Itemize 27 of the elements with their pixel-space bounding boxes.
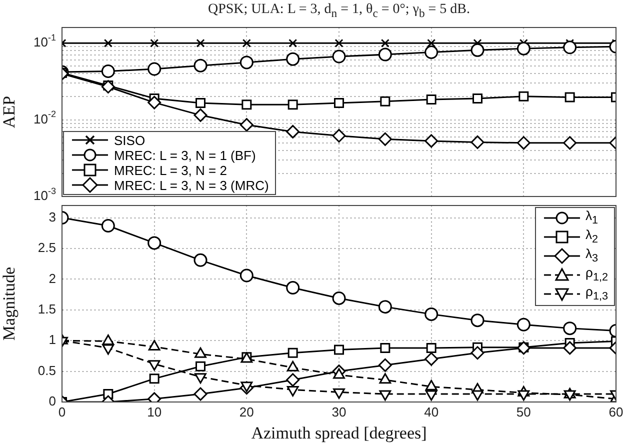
legend-label: MREC: L = 3, N = 2 bbox=[114, 162, 227, 178]
x-tick-label: 40 bbox=[424, 404, 439, 420]
x-axis-title: Azimuth spread [degrees] bbox=[251, 423, 427, 442]
chart-title: QPSK; ULA: L = 3, d$_{n}$ = 1, θ$_{c}$ = 0°; γ$_{b}$ = 5 dB. bbox=[206, 2, 472, 20]
legend-label: SISO bbox=[114, 132, 146, 148]
y-tick-label: 0 bbox=[48, 394, 56, 409]
x-tick-label: 30 bbox=[332, 404, 346, 420]
legend-label: λ$_{2}$ bbox=[586, 226, 598, 248]
y-tick-label: 3 bbox=[48, 209, 56, 224]
y-tick-label: 1.5 bbox=[38, 301, 56, 316]
y-tick-label: 2 bbox=[48, 270, 56, 286]
legend-label: λ$_{1}$ bbox=[586, 208, 598, 228]
legend-label: MREC: L = 3, N = 3 (MRC) bbox=[114, 178, 269, 192]
legend-label: ρ$_{1,2}$ bbox=[586, 264, 608, 286]
y-axis-title: Magnitude bbox=[0, 266, 19, 341]
x-tick-label: 60 bbox=[608, 404, 624, 420]
y-axis-title: AEP bbox=[0, 96, 19, 128]
y-tick-label: 0.5 bbox=[38, 362, 56, 378]
x-tick-label: 0 bbox=[58, 404, 66, 420]
legend-label: λ$_{3}$ bbox=[586, 246, 598, 266]
legend-label: MREC: L = 3, N = 1 (BF) bbox=[114, 148, 256, 162]
y-tick-label: 1 bbox=[48, 332, 56, 348]
y-tick-label: 2.5 bbox=[38, 240, 56, 256]
x-tick-label: 20 bbox=[239, 404, 254, 420]
legend-label: ρ$_{1,3}$ bbox=[586, 284, 608, 304]
x-tick-label: 50 bbox=[516, 404, 531, 420]
x-tick-label: 10 bbox=[147, 404, 162, 420]
